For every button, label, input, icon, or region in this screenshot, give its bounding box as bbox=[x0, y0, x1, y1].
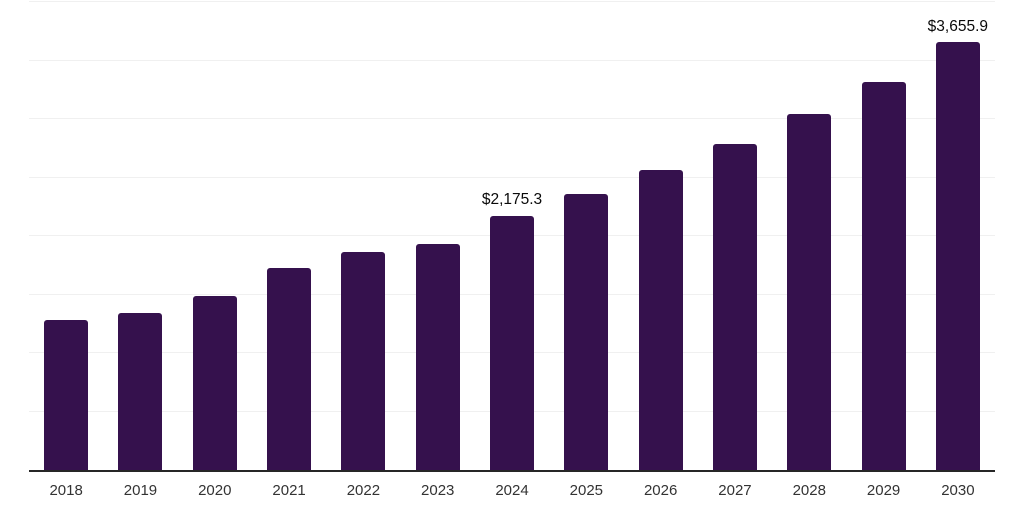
x-tick-2026: 2026 bbox=[643, 482, 678, 499]
x-tick-2024: 2024 bbox=[495, 482, 529, 499]
x-tick-2020: 2020 bbox=[198, 482, 232, 499]
x-tick-2022: 2022 bbox=[346, 482, 381, 499]
data-label-2024: $2,175.3 bbox=[481, 191, 543, 208]
bar-2024 bbox=[490, 215, 534, 470]
bar-2022 bbox=[341, 251, 386, 470]
x-tick-2019: 2019 bbox=[123, 482, 158, 499]
bar-2026 bbox=[638, 170, 683, 470]
bar-2025 bbox=[564, 193, 609, 470]
gridline-2500 bbox=[29, 176, 995, 178]
bar-2027 bbox=[712, 143, 757, 470]
bar-2029 bbox=[861, 82, 906, 470]
x-axis-labels: 2018 2019 2020 2021 2022 2023 2024 2025 2026 2027… bbox=[29, 482, 995, 500]
gridline-3000 bbox=[29, 118, 995, 119]
bar-2028 bbox=[787, 113, 832, 470]
bar-2023 bbox=[415, 243, 460, 470]
x-tick-2029: 2029 bbox=[866, 482, 901, 499]
x-tick-2021: 2021 bbox=[272, 482, 306, 499]
bar-2018 bbox=[44, 319, 89, 470]
gridline-4000 bbox=[29, 1, 995, 2]
x-tick-2023: 2023 bbox=[421, 482, 455, 499]
data-label-2030: $3,655.9 bbox=[927, 17, 989, 35]
x-tick-2025: 2025 bbox=[569, 482, 604, 499]
gridline-3500 bbox=[29, 59, 995, 61]
bar-2021 bbox=[267, 267, 312, 470]
x-tick-2018: 2018 bbox=[49, 482, 83, 499]
bar-2030 bbox=[935, 42, 980, 470]
plot-area: $2,175.3 $3,655.9 bbox=[29, 1, 995, 472]
bar-2020 bbox=[192, 295, 237, 470]
bar-2019 bbox=[118, 312, 163, 470]
x-tick-2030: 2030 bbox=[941, 482, 975, 499]
x-tick-2028: 2028 bbox=[792, 482, 826, 499]
x-tick-2027: 2027 bbox=[718, 482, 752, 499]
